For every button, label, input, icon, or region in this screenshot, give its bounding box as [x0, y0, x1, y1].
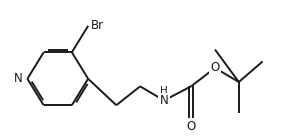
- Text: N: N: [160, 94, 168, 107]
- Text: O: O: [210, 61, 220, 74]
- Text: Br: Br: [91, 19, 105, 32]
- Text: O: O: [186, 120, 196, 133]
- Text: N: N: [14, 72, 23, 85]
- Text: H: H: [160, 86, 168, 96]
